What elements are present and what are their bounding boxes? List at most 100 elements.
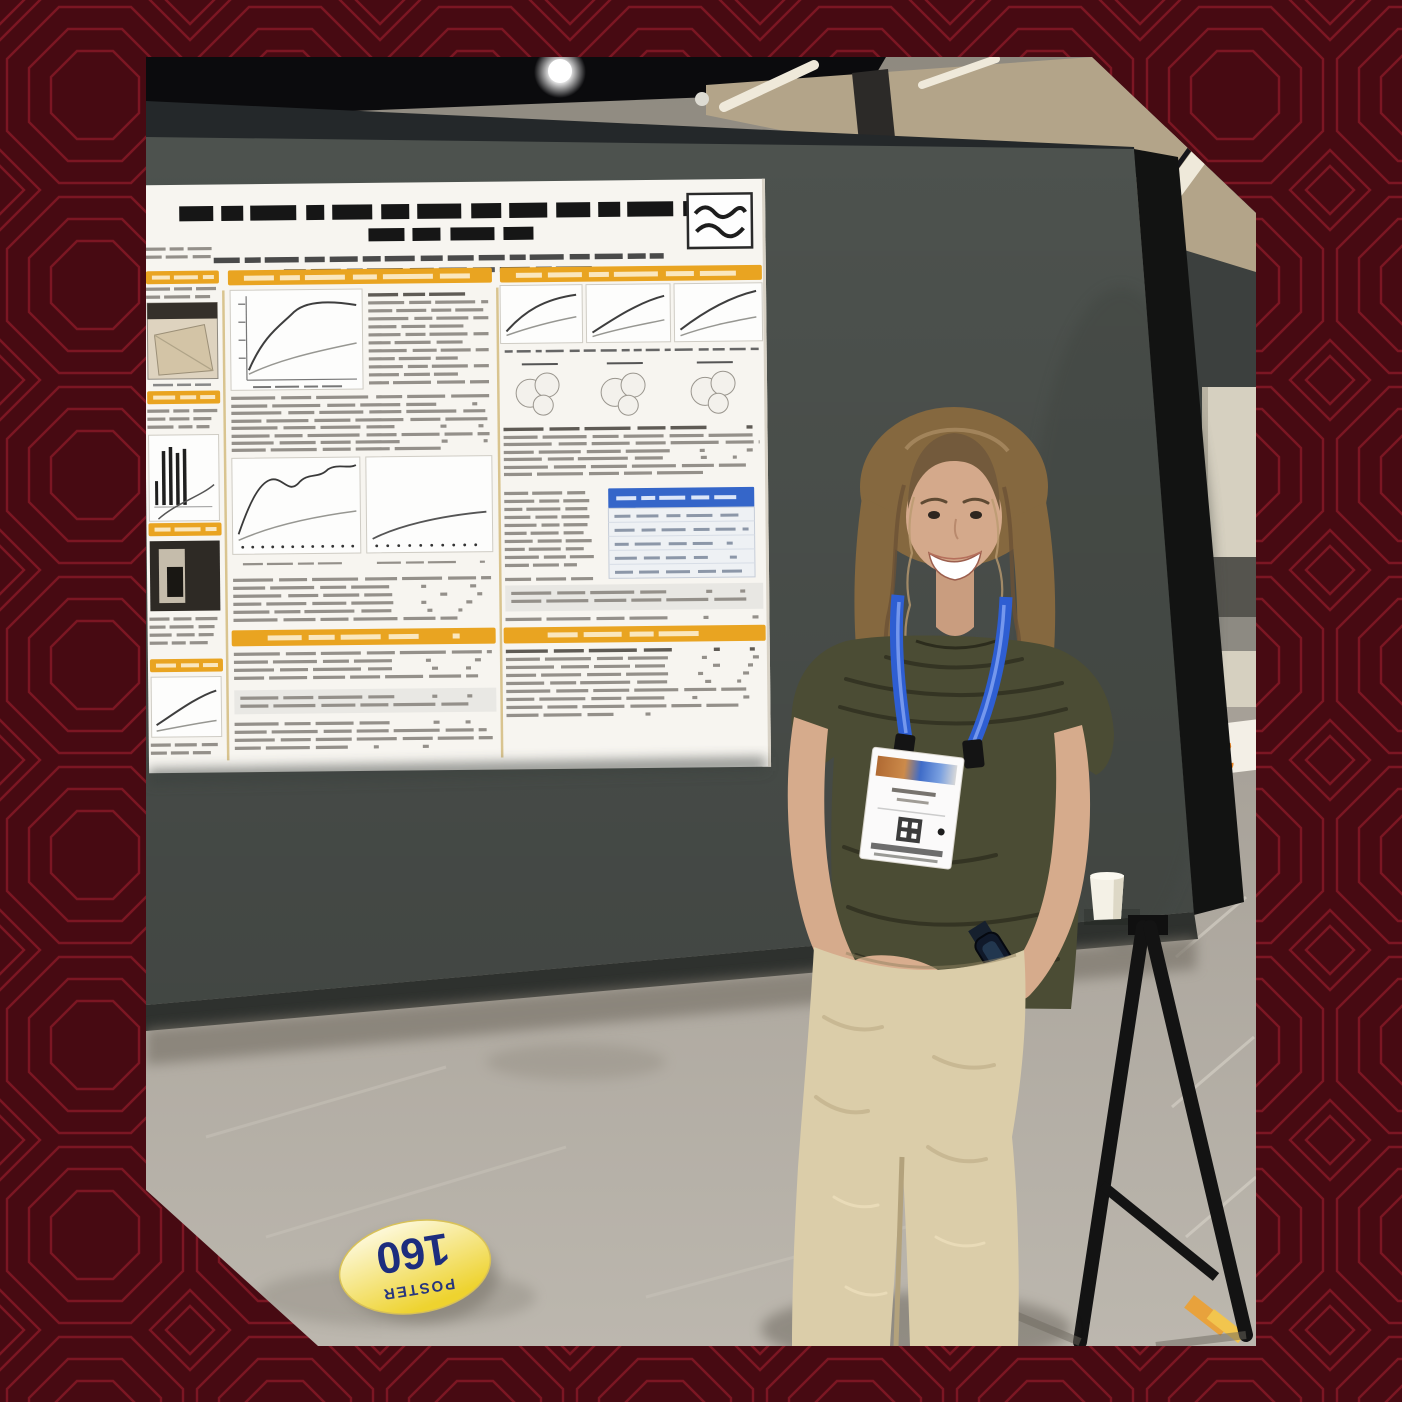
mid-chart2-box bbox=[231, 456, 362, 555]
ceiling-light-small bbox=[695, 92, 709, 106]
small-chart bbox=[150, 675, 223, 738]
badge-divider bbox=[877, 807, 946, 818]
shirt-neckline bbox=[915, 639, 997, 650]
setup-figure bbox=[166, 566, 184, 598]
mid-chart1-yaxis bbox=[245, 296, 248, 381]
smile-lip bbox=[928, 551, 982, 560]
tripod-right-leg bbox=[1143, 920, 1253, 1342]
right-chart1-box bbox=[499, 284, 584, 345]
bar-chart-axis bbox=[154, 506, 213, 508]
cup-rim bbox=[1090, 872, 1124, 880]
right-chart3-box bbox=[673, 282, 764, 343]
pants bbox=[792, 947, 1026, 1346]
mid-chart3-line bbox=[372, 510, 487, 540]
badge-dot bbox=[937, 828, 945, 836]
mid-chart-1 bbox=[229, 288, 364, 391]
photo-caption bbox=[153, 383, 212, 387]
mid-chart3-xticks bbox=[375, 543, 478, 548]
mid-col-sidetext bbox=[368, 291, 490, 385]
mid-chart1-line1 bbox=[247, 301, 357, 371]
poster-authors-line1 bbox=[213, 253, 664, 264]
mid-chart-2 bbox=[231, 456, 362, 555]
sticker-text-group: 160 POSTER bbox=[373, 1223, 456, 1303]
sticker-oval-group bbox=[338, 1219, 492, 1315]
poster-number-sticker: 160 POSTER bbox=[338, 1219, 498, 1322]
right-chart3-line1 bbox=[679, 289, 757, 331]
mid-chart1-box bbox=[229, 288, 364, 391]
right-charts-row bbox=[499, 282, 764, 345]
eyes bbox=[928, 511, 982, 519]
bar-chart bbox=[148, 433, 220, 522]
poster-edge bbox=[761, 178, 772, 767]
conference-photo: 20 bbox=[146, 57, 1256, 1346]
logo-mark bbox=[693, 205, 747, 239]
waistband-shadow bbox=[845, 951, 1017, 969]
dark-ceiling bbox=[146, 57, 886, 119]
results-table bbox=[607, 486, 756, 579]
small-chart-line1 bbox=[156, 689, 217, 727]
right-chart1-line1 bbox=[505, 293, 577, 333]
mid-chart3-box bbox=[365, 455, 494, 554]
sticker-oval bbox=[338, 1219, 492, 1315]
table-header-text bbox=[616, 494, 747, 501]
ceiling-light bbox=[548, 59, 572, 83]
molecule-1 bbox=[515, 362, 560, 416]
header-text-dashes bbox=[151, 270, 744, 668]
right-col-labels-row bbox=[504, 347, 759, 353]
lanyard-right-shine bbox=[972, 604, 1006, 742]
mid-chart1-line2 bbox=[248, 342, 357, 375]
right-col-paragraph1 bbox=[503, 425, 760, 477]
watch-band-top bbox=[968, 920, 993, 944]
lanyard-clip-right bbox=[962, 739, 985, 769]
pants-wrinkles bbox=[814, 951, 1017, 1346]
right-chart2-line1 bbox=[591, 294, 665, 334]
right-chart2-box bbox=[585, 283, 672, 344]
mid-chart2-line1 bbox=[237, 464, 357, 535]
poster-title-line2 bbox=[368, 226, 539, 242]
mid-col-paragraph2 bbox=[233, 560, 492, 622]
nose bbox=[953, 518, 959, 540]
mid-chart1-caption bbox=[253, 385, 346, 389]
molecule-3 bbox=[690, 361, 736, 414]
conference-badge bbox=[859, 746, 965, 870]
right-col-paragraph2 bbox=[505, 576, 602, 582]
sticker-number: 160 bbox=[373, 1223, 453, 1283]
right-chart3-line2 bbox=[680, 316, 757, 337]
left-col-text bbox=[146, 246, 220, 755]
cup-on-easel bbox=[1084, 872, 1140, 925]
column-divider-1 bbox=[222, 290, 230, 761]
column-divider-2 bbox=[496, 287, 504, 758]
mid-chart-3 bbox=[365, 455, 494, 554]
badge-name-line bbox=[891, 787, 936, 797]
molecule-figures bbox=[515, 361, 736, 416]
left-arm bbox=[1001, 725, 1091, 1002]
hair-fringe bbox=[908, 433, 1000, 511]
neck bbox=[936, 569, 974, 636]
smile-teeth bbox=[927, 550, 983, 581]
badge-header-image bbox=[875, 755, 958, 786]
pants-leg-gap bbox=[893, 1156, 905, 1346]
hair-highlight bbox=[904, 427, 1010, 453]
face bbox=[906, 460, 1002, 574]
poster-middle-column bbox=[229, 288, 497, 750]
small-chart-line2 bbox=[156, 719, 217, 732]
photo-scene: 20 bbox=[146, 57, 1256, 1346]
mid-chart2-xticks bbox=[241, 544, 355, 549]
qr-code bbox=[895, 816, 923, 844]
equipment-seam bbox=[154, 334, 214, 372]
mid-chart1-ticks bbox=[238, 303, 246, 360]
presenter-person bbox=[787, 407, 1114, 1346]
bar-chart-bars bbox=[155, 446, 187, 506]
photo-dark-band bbox=[147, 302, 218, 320]
easel-tripod bbox=[994, 915, 1253, 1346]
mid-col-paragraph1 bbox=[231, 394, 490, 452]
logo-box bbox=[686, 192, 754, 250]
mid-col-bottom-text2 bbox=[234, 694, 493, 750]
right-chart2-line2 bbox=[592, 319, 665, 338]
poster-title-line1 bbox=[179, 200, 710, 222]
badge-footer-line bbox=[873, 852, 938, 864]
board-right-edge bbox=[1134, 149, 1244, 915]
tripod-crossbar bbox=[1098, 1181, 1220, 1281]
lanyard-left-shine bbox=[896, 601, 908, 734]
setup-photo bbox=[149, 540, 221, 612]
